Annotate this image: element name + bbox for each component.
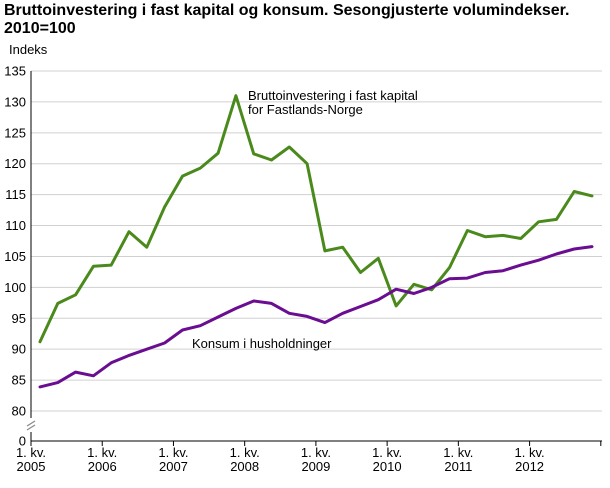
x-tick-year: 2005 bbox=[17, 459, 46, 474]
x-tick-label: 1. kv. bbox=[301, 445, 331, 460]
x-tick-label: 1. kv. bbox=[515, 445, 545, 460]
y-axis-title: Indeks bbox=[9, 42, 48, 57]
y-tick-label: 120 bbox=[4, 156, 26, 171]
y-tick-label: 80 bbox=[12, 404, 26, 419]
x-tick-year: 2012 bbox=[515, 459, 544, 474]
y-tick-label: 100 bbox=[4, 280, 26, 295]
x-tick-year: 2011 bbox=[444, 459, 472, 474]
y-tick-label: 0 bbox=[19, 434, 26, 449]
series-label: Konsum i husholdninger bbox=[192, 336, 332, 351]
x-tick-year: 2009 bbox=[301, 459, 330, 474]
x-tick-label: 1. kv. bbox=[158, 445, 188, 460]
y-tick-label: 125 bbox=[4, 125, 26, 140]
axis-break-mark bbox=[26, 424, 36, 431]
y-tick-label: 95 bbox=[12, 311, 26, 326]
y-axis: 0 80 85 90 95 100 105 110 115 120 125 130 135 Indeks bbox=[4, 42, 48, 449]
y-tick-label: 85 bbox=[12, 373, 26, 388]
x-tick-label: 1. kv. bbox=[372, 445, 402, 460]
x-tick-year: 2008 bbox=[230, 459, 259, 474]
y-tick-label: 110 bbox=[5, 218, 26, 233]
y-tick-label: 130 bbox=[4, 94, 26, 109]
x-tick-label: 1. kv. bbox=[230, 445, 260, 460]
x-tick-label: 1. kv. bbox=[87, 445, 117, 460]
x-tick-year: 2006 bbox=[88, 459, 117, 474]
consumption-series-line bbox=[38, 245, 594, 389]
series-label: for Fastlands-Norge bbox=[248, 102, 363, 117]
y-tick-label: 135 bbox=[4, 64, 26, 79]
series-lines bbox=[38, 94, 594, 389]
axis-break-mark bbox=[26, 420, 36, 427]
x-tick-label: 1. kv. bbox=[16, 445, 46, 460]
investment-series-line bbox=[38, 94, 594, 344]
chart-title: Bruttoinvestering i fast kapital og kons… bbox=[4, 2, 570, 37]
grid-lines bbox=[31, 70, 602, 412]
y-tick-label: 105 bbox=[4, 249, 26, 264]
x-tick-label: 1. kv. bbox=[443, 445, 473, 460]
y-tick-label: 115 bbox=[5, 187, 26, 202]
x-tick-year: 2010 bbox=[373, 459, 402, 474]
y-tick-label: 90 bbox=[12, 342, 26, 357]
x-tick-year: 2007 bbox=[159, 459, 188, 474]
series-label: Bruttoinvestering i fast kapital bbox=[248, 88, 418, 103]
